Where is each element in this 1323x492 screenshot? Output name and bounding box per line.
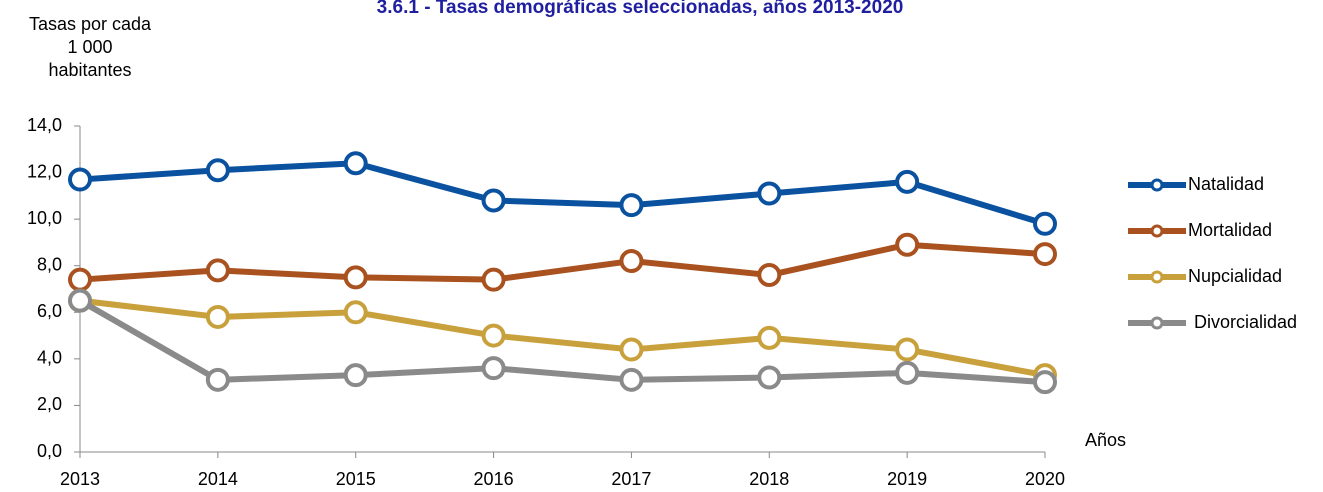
x-tick-label: 2017	[611, 469, 651, 489]
point-marker	[205, 158, 230, 183]
point-marker	[68, 267, 92, 292]
point-marker	[1033, 242, 1057, 267]
point-marker	[343, 363, 368, 388]
point-marker	[895, 169, 920, 194]
x-tick-label: 2020	[1025, 469, 1065, 489]
point-marker	[619, 367, 644, 392]
y-axis-label: 1 000	[67, 37, 112, 57]
legend-marker	[1150, 178, 1164, 192]
point-marker	[205, 367, 230, 392]
y-axis-label: habitantes	[48, 60, 131, 80]
y-tick-label: 10,0	[27, 208, 62, 228]
y-tick-label: 8,0	[37, 254, 62, 274]
y-axis-label: Tasas por cada	[29, 14, 152, 34]
x-tick-label: 2014	[198, 469, 238, 489]
point-marker	[757, 365, 782, 390]
legend-marker	[1150, 270, 1164, 284]
point-marker	[619, 193, 644, 218]
legend-marker	[1150, 316, 1164, 330]
x-tick-label: 2019	[887, 469, 927, 489]
x-tick-label: 2016	[474, 469, 514, 489]
y-tick-label: 2,0	[37, 394, 62, 414]
point-marker	[68, 288, 92, 313]
y-tick-label: 14,0	[27, 115, 62, 135]
point-marker	[619, 249, 644, 274]
point-marker	[481, 356, 506, 381]
point-marker	[68, 167, 92, 192]
y-tick-label: 4,0	[37, 348, 62, 368]
point-marker	[205, 304, 230, 329]
chart-title: 3.6.1 - Tasas demográficas seleccionadas…	[377, 0, 904, 18]
point-marker	[895, 360, 920, 385]
point-marker	[1033, 370, 1057, 395]
x-tick-label: 2013	[60, 469, 100, 489]
legend-label: Nupcialidad	[1188, 266, 1282, 286]
point-marker	[481, 267, 506, 292]
y-tick-label: 12,0	[27, 161, 62, 181]
legend-label: Divorcialidad	[1194, 312, 1297, 332]
point-marker	[895, 232, 920, 257]
x-tick-label: 2015	[336, 469, 376, 489]
legend-marker	[1150, 224, 1164, 238]
series-line	[79, 297, 1046, 379]
point-marker	[1033, 211, 1057, 236]
point-marker	[757, 263, 782, 288]
point-marker	[619, 337, 644, 362]
point-marker	[757, 181, 782, 206]
point-marker	[481, 323, 506, 348]
point-marker	[343, 300, 368, 325]
y-tick-label: 0,0	[37, 441, 62, 461]
point-marker	[757, 325, 782, 350]
point-marker	[343, 265, 368, 290]
point-marker	[481, 188, 506, 213]
series-line	[79, 241, 1046, 283]
y-tick-label: 6,0	[37, 301, 62, 321]
x-axis-label: Años	[1085, 430, 1126, 450]
point-marker	[343, 151, 368, 176]
x-tick-label: 2018	[749, 469, 789, 489]
point-marker	[895, 337, 920, 362]
series-line	[78, 298, 1046, 386]
legend-label: Mortalidad	[1188, 220, 1272, 240]
point-marker	[205, 258, 230, 283]
legend-label: Natalidad	[1188, 174, 1264, 194]
series-line	[79, 160, 1046, 227]
